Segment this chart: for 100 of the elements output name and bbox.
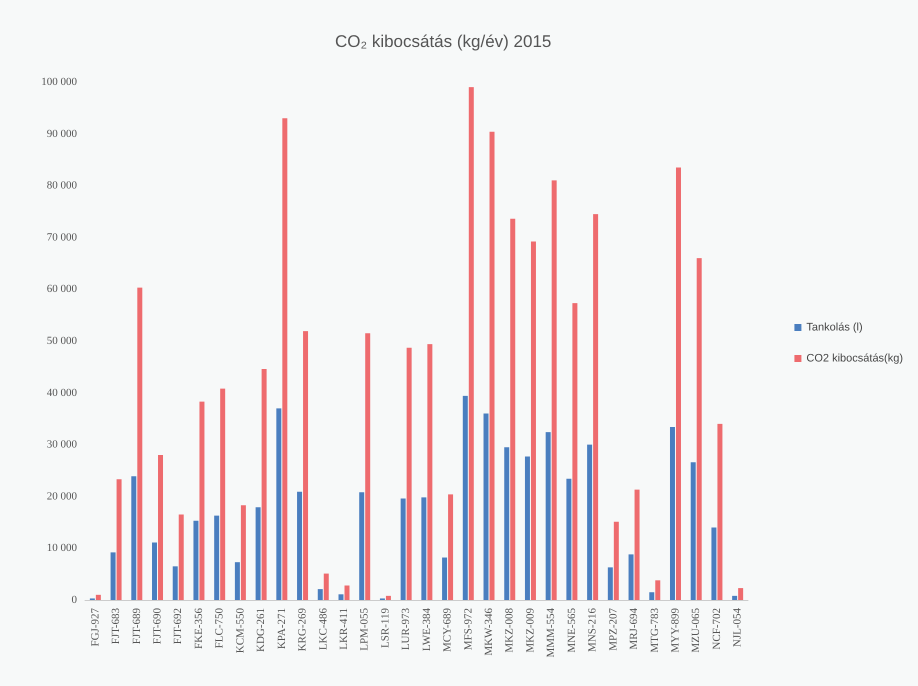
bar: [676, 167, 681, 600]
y-tick-label: 20 000: [46, 490, 78, 502]
x-tick-label: LPM-055: [358, 608, 371, 651]
bar: [566, 478, 572, 600]
bar: [276, 408, 282, 600]
x-tick-label: MKW-346: [483, 608, 496, 656]
y-tick-label: 80 000: [46, 180, 78, 192]
bar: [448, 494, 454, 600]
legend-label: Tankolás (l): [806, 322, 863, 334]
bar: [158, 454, 164, 600]
x-tick-label: LKR-411: [338, 608, 350, 650]
x-tick-label: LWE-384: [420, 608, 433, 652]
bar: [504, 447, 510, 600]
bar: [490, 132, 495, 600]
y-tick-label: 90 000: [46, 128, 78, 140]
y-tick-label: 30 000: [46, 438, 78, 451]
x-tick-label: MMM-554: [545, 608, 558, 658]
x-tick-label: KRG-269: [296, 608, 309, 652]
x-tick-label: KCM-550: [234, 608, 246, 654]
bar: [344, 585, 350, 600]
y-tick-label: 10 000: [46, 542, 78, 554]
bar: [593, 214, 598, 600]
x-tick-label: MPZ-207: [607, 608, 620, 651]
y-tick-label: 100 000: [41, 76, 78, 88]
bar: [193, 520, 198, 600]
x-tick-label: MNS-216: [586, 608, 599, 652]
x-tick-label: MNE-565: [566, 608, 578, 653]
bar: [711, 527, 716, 600]
bar: [96, 594, 101, 600]
chart-title: CO₂ kibocsátás (kg/év) 2015: [335, 32, 552, 51]
bar: [400, 498, 406, 600]
bar: [406, 348, 412, 600]
bar: [386, 596, 391, 600]
x-tick-label: FJT-692: [172, 608, 184, 644]
bar: [442, 558, 448, 600]
bar: [110, 552, 116, 600]
bar: [214, 516, 220, 600]
bar: [462, 396, 468, 600]
x-tick-label: MKZ-009: [524, 608, 536, 653]
bar: [670, 426, 675, 600]
x-tick-label: NJL-054: [732, 608, 744, 648]
bar: [717, 424, 722, 600]
x-tick-label: KDG-261: [255, 608, 268, 652]
bar: [234, 562, 240, 600]
x-tick-label: MFS-972: [462, 608, 474, 650]
bar: [152, 542, 158, 600]
x-tick-label: MCY-689: [442, 608, 454, 652]
bar: [240, 505, 246, 600]
bar: [530, 242, 536, 600]
y-tick-label: 60 000: [46, 283, 78, 296]
bar: [137, 288, 142, 600]
bar: [546, 432, 551, 600]
bar: [178, 514, 184, 600]
bar: [365, 333, 370, 600]
x-tick-label: MZU-065: [690, 608, 702, 653]
bar: [484, 414, 489, 600]
x-tick-label: LUR-973: [400, 608, 412, 650]
bar: [303, 331, 308, 600]
bar: [256, 507, 261, 600]
bar: [552, 180, 557, 600]
x-tick-label: LKC-486: [317, 608, 330, 650]
y-tick-label: 70 000: [46, 231, 78, 244]
bar: [587, 444, 592, 600]
bar: [628, 554, 634, 600]
bar: [172, 566, 178, 600]
x-tick-label: KPA-271: [276, 608, 288, 650]
bar: [262, 368, 267, 600]
bar: [738, 588, 744, 600]
x-tick-label: MRJ-694: [628, 608, 640, 650]
bar: [359, 492, 364, 600]
x-tick-label: MKZ-008: [504, 608, 516, 653]
bar: [427, 344, 432, 600]
bar: [220, 388, 226, 600]
bar: [338, 594, 344, 600]
x-tick-label: MTG-783: [648, 608, 661, 653]
y-tick-label: 40 000: [46, 386, 78, 399]
bar: [297, 492, 302, 600]
x-tick-label: FJT-689: [130, 608, 143, 644]
bar: [116, 479, 122, 600]
bar: [634, 490, 640, 600]
bar: [524, 456, 530, 600]
bar: [614, 522, 619, 600]
legend-label: CO2 kibocsátás(kg): [806, 352, 904, 364]
x-tick-label: LSR-119: [379, 608, 392, 648]
bar: [131, 476, 136, 600]
x-tick-label: FLC-750: [214, 608, 226, 648]
bar: [655, 580, 660, 600]
bar: [318, 589, 323, 600]
y-tick-label: 0: [72, 594, 78, 606]
x-tick-label: MYY-899: [669, 608, 682, 653]
bar: [199, 402, 204, 600]
x-tick-label: FGJ-927: [89, 608, 102, 647]
x-tick-label: NCF-702: [710, 608, 723, 650]
x-tick-label: FKE-356: [192, 608, 205, 649]
bar: [649, 592, 654, 600]
x-tick-label: FJT-683: [110, 608, 122, 644]
bar: [732, 596, 738, 600]
bar: [690, 462, 696, 600]
bar: [696, 258, 702, 600]
bar: [421, 497, 426, 600]
